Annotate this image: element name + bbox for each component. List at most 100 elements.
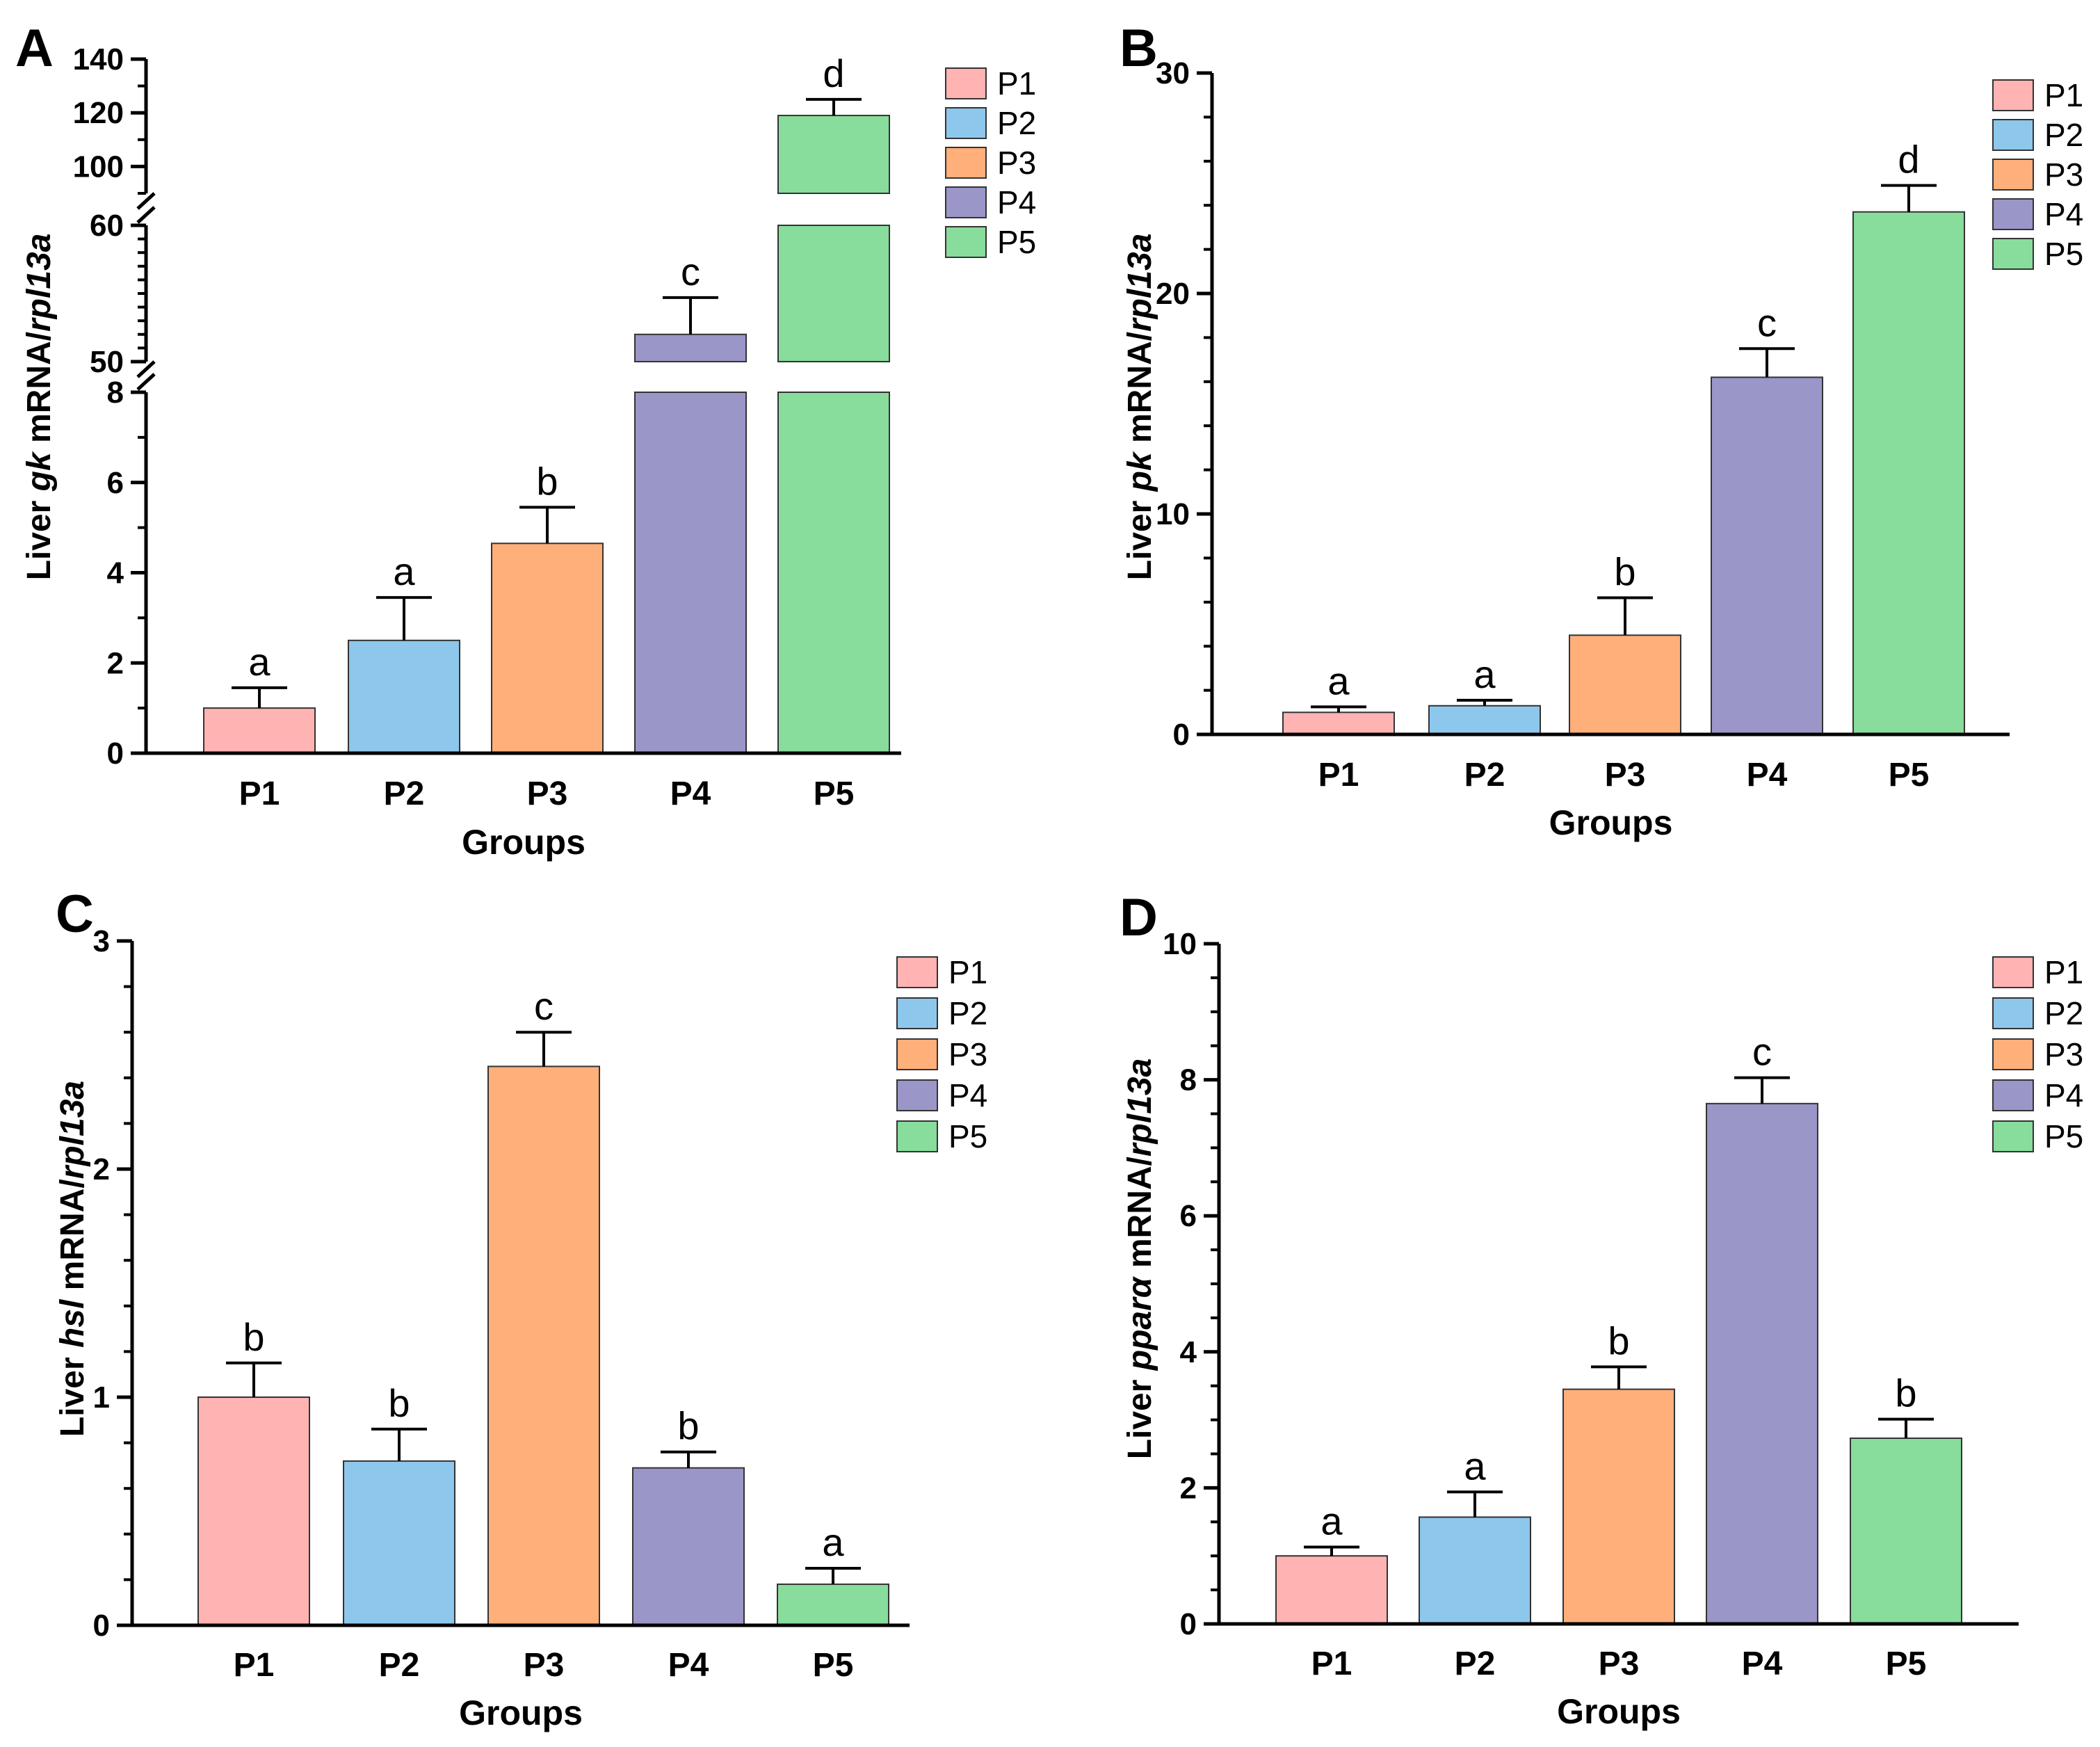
y-tick-label: 4 (1180, 1335, 1197, 1369)
x-tick-label: P1 (1311, 1645, 1352, 1682)
panel-letter: D (1120, 888, 1158, 947)
y-tick-label: 10 (1163, 927, 1197, 961)
bar-p2 (348, 639, 460, 754)
chart-panel-a: Aa P1 a P2 b P3 c P4 d P5 0 2 4 6 850 60 100 120 140 Groups… (15, 19, 1036, 862)
significance-label: b (677, 1404, 699, 1448)
y-axis-label-part: Liver (1122, 1370, 1158, 1459)
y-tick-label: 1 (93, 1380, 110, 1415)
x-tick-label: P5 (1886, 1645, 1927, 1682)
y-axis-label-part: pk (1122, 451, 1158, 492)
legend-swatch-p5 (945, 226, 987, 258)
x-tick-label: P5 (813, 1647, 854, 1684)
x-tick-label: P5 (814, 775, 855, 812)
legend-swatch-p1 (1992, 956, 2034, 988)
y-tick-label: 6 (1180, 1199, 1197, 1233)
legend-label: P2 (2044, 117, 2083, 153)
legend-label: P4 (2044, 1077, 2083, 1113)
legend-swatch-p5 (896, 1120, 938, 1152)
legend-label: P5 (948, 1118, 987, 1154)
significance-label: a (822, 1520, 844, 1564)
legend-label: P3 (2044, 1036, 2083, 1072)
y-axis-label: Liver pparα mRNA/rpl13a (1122, 1058, 1158, 1460)
legend-swatch-p2 (896, 997, 938, 1029)
legend-swatch-p3 (945, 147, 987, 179)
y-axis-label-part: mRNA/ (1122, 332, 1158, 452)
legend-swatch-p1 (896, 956, 938, 988)
x-tick-label: P3 (1599, 1645, 1640, 1682)
significance-label: a (1473, 652, 1496, 696)
y-tick-label: 100 (73, 150, 124, 184)
y-tick-label: 4 (107, 556, 124, 590)
legend-swatch-p3 (896, 1038, 938, 1070)
legend-label: P5 (997, 224, 1036, 260)
x-tick-label: P3 (1605, 757, 1646, 794)
significance-label: b (1614, 549, 1635, 593)
x-tick-label: P2 (1455, 1645, 1496, 1682)
x-tick-label: P4 (670, 775, 711, 812)
x-tick-label: P5 (1889, 757, 1930, 794)
y-tick-label: 8 (1180, 1063, 1197, 1097)
y-tick-label: 3 (93, 924, 110, 958)
y-tick-label: 120 (73, 96, 124, 130)
x-tick-label: P1 (239, 775, 280, 812)
significance-label: c (1752, 1030, 1772, 1074)
bar-p1 (197, 1396, 310, 1626)
panel-letter: C (56, 885, 94, 944)
significance-label: a (393, 549, 415, 593)
legend-label: P5 (2044, 236, 2083, 272)
bar-p5 (777, 392, 890, 754)
y-axis-label-part: pparα (1122, 1275, 1158, 1371)
legend-swatch-p1 (945, 67, 987, 99)
panel-letter: A (15, 19, 54, 78)
bar-p3 (487, 1065, 600, 1626)
significance-label: a (1320, 1499, 1343, 1543)
y-axis-label: Liver pk mRNA/rpl13a (1122, 234, 1158, 581)
y-tick-label: 2 (107, 646, 124, 680)
bar-p4 (634, 392, 747, 754)
y-tick-label: 50 (90, 345, 124, 379)
legend-swatch-p4 (1992, 1079, 2034, 1111)
legend-swatch-p4 (1992, 198, 2034, 230)
y-tick-label: 30 (1156, 56, 1190, 90)
significance-label: c (534, 984, 554, 1028)
x-axis-label: Groups (1557, 1692, 1681, 1731)
significance-label: a (1464, 1444, 1486, 1488)
chart-panel-b: Ba P1 a P2 b P3 c P4 d P5 0 10 20 30 Groups Liver pk mR… (1120, 19, 2083, 842)
significance-label: a (1327, 659, 1350, 702)
y-axis-label-part: mRNA/ (1122, 1157, 1158, 1277)
legend-label: P4 (997, 184, 1036, 220)
legend-swatch-p5 (1992, 1120, 2034, 1152)
y-axis-label-part: rpl13a (1122, 234, 1158, 332)
y-axis-label: Liver gk mRNA/rpl13a (21, 234, 58, 581)
bar-p5 (777, 115, 890, 194)
legend-label: P4 (948, 1077, 987, 1113)
bar-p4 (632, 1467, 745, 1626)
bar-p1 (203, 707, 316, 754)
y-tick-label: 140 (73, 42, 124, 77)
legend-label: P2 (997, 105, 1036, 141)
bar-p2 (1428, 705, 1541, 735)
legend-label: P2 (2044, 995, 2083, 1031)
y-axis-label-part: mRNA/ (54, 1179, 91, 1299)
y-axis-label-part: rpl13a (21, 234, 58, 332)
significance-label: b (1608, 1319, 1629, 1362)
x-tick-label: P1 (234, 1647, 275, 1684)
y-axis-label-part: Liver (54, 1348, 91, 1437)
legend-swatch-p5 (1992, 238, 2034, 270)
significance-label: c (1757, 300, 1777, 344)
significance-label: a (248, 640, 270, 684)
x-axis-label: Groups (459, 1693, 583, 1732)
x-tick-label: P4 (668, 1647, 709, 1684)
y-tick-label: 0 (93, 1609, 110, 1643)
bar-p5 (777, 225, 890, 362)
legend-swatch-p4 (945, 186, 987, 218)
x-tick-label: P1 (1318, 757, 1359, 794)
y-tick-label: 0 (1180, 1607, 1197, 1641)
legend-swatch-p2 (1992, 119, 2034, 151)
axis-break-mark (136, 373, 156, 391)
significance-label: c (681, 250, 700, 293)
significance-label: b (1895, 1371, 1916, 1415)
y-axis-label-part: mRNA/ (21, 332, 58, 452)
x-tick-label: P2 (384, 775, 425, 812)
